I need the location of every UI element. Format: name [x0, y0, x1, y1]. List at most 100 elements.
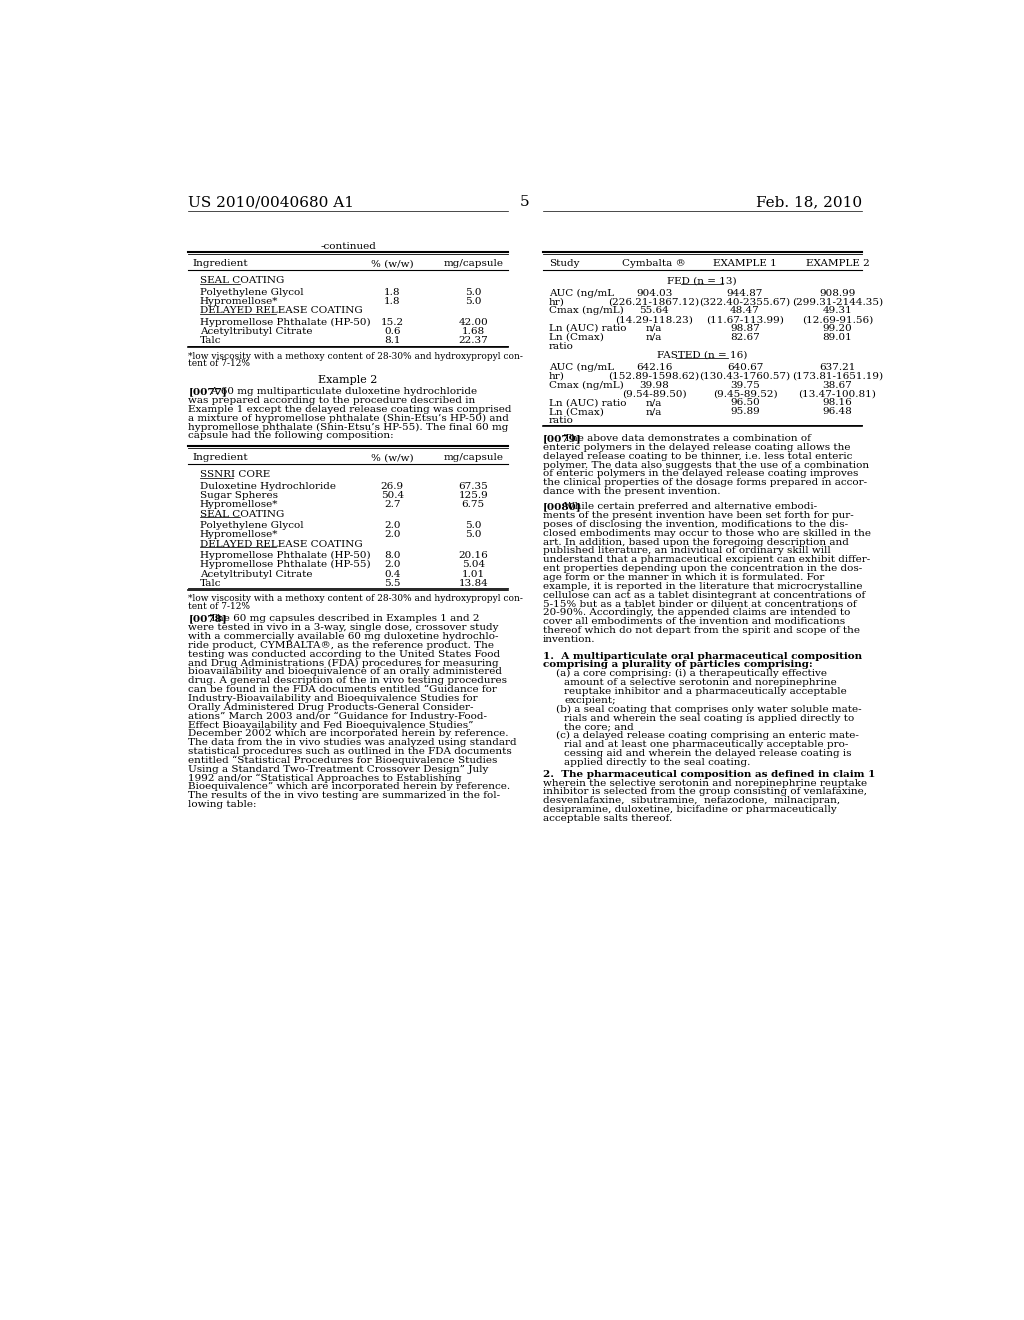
Text: were tested in vivo in a 3-way, single dose, crossover study: were tested in vivo in a 3-way, single d… — [188, 623, 499, 632]
Text: Talc: Talc — [200, 579, 221, 587]
Text: Talc: Talc — [200, 337, 221, 346]
Text: Hypromellose*: Hypromellose* — [200, 297, 279, 306]
Text: [0079]: [0079] — [543, 434, 582, 444]
Text: Sugar Spheres: Sugar Spheres — [200, 491, 278, 500]
Text: (11.67-113.99): (11.67-113.99) — [707, 315, 784, 325]
Text: age form or the manner in which it is formulated. For: age form or the manner in which it is fo… — [543, 573, 824, 582]
Text: with a commercially available 60 mg duloxetine hydrochlo-: with a commercially available 60 mg dulo… — [188, 632, 499, 642]
Text: 5.0: 5.0 — [465, 531, 481, 540]
Text: 39.98: 39.98 — [639, 380, 669, 389]
Text: 50.4: 50.4 — [381, 491, 403, 500]
Text: 95.89: 95.89 — [730, 407, 760, 416]
Text: *low viscosity with a methoxy content of 28-30% and hydroxypropyl con-: *low viscosity with a methoxy content of… — [188, 594, 523, 603]
Text: rial and at least one pharmaceutically acceptable pro-: rial and at least one pharmaceutically a… — [564, 741, 849, 750]
Text: FASTED (n = 16): FASTED (n = 16) — [657, 351, 748, 359]
Text: (9.54-89.50): (9.54-89.50) — [622, 389, 686, 399]
Text: entitled “Statistical Procedures for Bioequivalence Studies: entitled “Statistical Procedures for Bio… — [188, 756, 498, 766]
Text: Feb. 18, 2010: Feb. 18, 2010 — [756, 195, 862, 210]
Text: 98.16: 98.16 — [822, 399, 852, 408]
Text: (b) a seal coating that comprises only water soluble mate-: (b) a seal coating that comprises only w… — [556, 705, 862, 714]
Text: 13.84: 13.84 — [459, 579, 488, 587]
Text: testing was conducted according to the United States Food: testing was conducted according to the U… — [188, 649, 501, 659]
Text: 5.0: 5.0 — [465, 288, 481, 297]
Text: 98.87: 98.87 — [730, 323, 760, 333]
Text: wherein the selective serotonin and norepinephrine reuptake: wherein the selective serotonin and nore… — [543, 779, 866, 788]
Text: drug. A general description of the in vivo testing procedures: drug. A general description of the in vi… — [188, 676, 507, 685]
Text: thereof which do not depart from the spirit and scope of the: thereof which do not depart from the spi… — [543, 626, 859, 635]
Text: was prepared according to the procedure described in: was prepared according to the procedure … — [188, 396, 475, 405]
Text: 0.4: 0.4 — [384, 570, 400, 578]
Text: delayed release coating to be thinner, i.e. less total enteric: delayed release coating to be thinner, i… — [543, 451, 852, 461]
Text: bioavailability and bioequivalence of an orally administered: bioavailability and bioequivalence of an… — [188, 668, 503, 676]
Text: The above data demonstrates a combination of: The above data demonstrates a combinatio… — [564, 434, 811, 444]
Text: FED (n = 13): FED (n = 13) — [668, 276, 737, 285]
Text: Polyethylene Glycol: Polyethylene Glycol — [200, 288, 303, 297]
Text: Orally Administered Drug Products-General Consider-: Orally Administered Drug Products-Genera… — [188, 702, 474, 711]
Text: 38.67: 38.67 — [822, 380, 852, 389]
Text: cellulose can act as a tablet disintegrant at concentrations of: cellulose can act as a tablet disintegra… — [543, 591, 864, 599]
Text: The 60 mg capsules described in Examples 1 and 2: The 60 mg capsules described in Examples… — [210, 614, 479, 623]
Text: n/a: n/a — [646, 323, 663, 333]
Text: ments of the present invention have been set forth for pur-: ments of the present invention have been… — [543, 511, 853, 520]
Text: 5.0: 5.0 — [465, 297, 481, 306]
Text: A 60 mg multiparticulate duloxetine hydrochloride: A 60 mg multiparticulate duloxetine hydr… — [210, 387, 477, 396]
Text: 96.50: 96.50 — [730, 399, 760, 408]
Text: Ln (Cmax): Ln (Cmax) — [549, 333, 603, 342]
Text: % (w/w): % (w/w) — [371, 259, 414, 268]
Text: example, it is reported in the literature that microcrystalline: example, it is reported in the literatur… — [543, 582, 862, 591]
Text: Cmax (ng/mL): Cmax (ng/mL) — [549, 306, 624, 315]
Text: dance with the present invention.: dance with the present invention. — [543, 487, 720, 496]
Text: 1992 and/or “Statistical Approaches to Establishing: 1992 and/or “Statistical Approaches to E… — [188, 774, 462, 783]
Text: The data from the in vivo studies was analyzed using standard: The data from the in vivo studies was an… — [188, 738, 517, 747]
Text: The results of the in vivo testing are summarized in the fol-: The results of the in vivo testing are s… — [188, 792, 501, 800]
Text: the clinical properties of the dosage forms prepared in accor-: the clinical properties of the dosage fo… — [543, 478, 866, 487]
Text: acceptable salts thereof.: acceptable salts thereof. — [543, 814, 672, 824]
Text: -continued: -continued — [321, 242, 376, 251]
Text: reuptake inhibitor and a pharmaceutically acceptable: reuptake inhibitor and a pharmaceuticall… — [564, 686, 847, 696]
Text: 1.68: 1.68 — [462, 327, 484, 337]
Text: (14.29-118.23): (14.29-118.23) — [615, 315, 693, 325]
Text: 26.9: 26.9 — [381, 482, 403, 491]
Text: 1.  A multiparticulate oral pharmaceutical composition: 1. A multiparticulate oral pharmaceutica… — [543, 652, 861, 660]
Text: Ln (AUC) ratio: Ln (AUC) ratio — [549, 399, 626, 408]
Text: Acetyltributyl Citrate: Acetyltributyl Citrate — [200, 570, 312, 578]
Text: 82.67: 82.67 — [730, 333, 760, 342]
Text: ations” March 2003 and/or “Guidance for Industry-Food-: ations” March 2003 and/or “Guidance for … — [188, 711, 487, 721]
Text: published literature, an individual of ordinary skill will: published literature, an individual of o… — [543, 546, 830, 556]
Text: inhibitor is selected from the group consisting of venlafaxine,: inhibitor is selected from the group con… — [543, 788, 866, 796]
Text: December 2002 which are incorporated herein by reference.: December 2002 which are incorporated her… — [188, 730, 509, 738]
Text: 48.47: 48.47 — [730, 306, 760, 315]
Text: 49.31: 49.31 — [822, 306, 852, 315]
Text: 96.48: 96.48 — [822, 407, 852, 416]
Text: rials and wherein the seal coating is applied directly to: rials and wherein the seal coating is ap… — [564, 714, 854, 722]
Text: (13.47-100.81): (13.47-100.81) — [799, 389, 877, 399]
Text: (12.69-91.56): (12.69-91.56) — [802, 315, 873, 325]
Text: Bioequivalence” which are incorporated herein by reference.: Bioequivalence” which are incorporated h… — [188, 783, 510, 792]
Text: (173.81-1651.19): (173.81-1651.19) — [792, 372, 883, 380]
Text: Ingredient: Ingredient — [193, 453, 248, 462]
Text: 89.01: 89.01 — [822, 333, 852, 342]
Text: applied directly to the seal coating.: applied directly to the seal coating. — [564, 758, 751, 767]
Text: [0080]: [0080] — [543, 502, 582, 511]
Text: 637.21: 637.21 — [819, 363, 856, 372]
Text: Ingredient: Ingredient — [193, 259, 248, 268]
Text: Ln (AUC) ratio: Ln (AUC) ratio — [549, 323, 626, 333]
Text: (152.89-1598.62): (152.89-1598.62) — [608, 372, 699, 380]
Text: 2.  The pharmaceutical composition as defined in claim 1: 2. The pharmaceutical composition as def… — [543, 770, 874, 779]
Text: 5-15% but as a tablet binder or diluent at concentrations of: 5-15% but as a tablet binder or diluent … — [543, 599, 856, 609]
Text: US 2010/0040680 A1: US 2010/0040680 A1 — [188, 195, 354, 210]
Text: the core; and: the core; and — [564, 722, 634, 731]
Text: 99.20: 99.20 — [822, 323, 852, 333]
Text: 2.0: 2.0 — [384, 521, 400, 531]
Text: Hypromellose*: Hypromellose* — [200, 500, 279, 510]
Text: SEAL COATING: SEAL COATING — [200, 510, 285, 519]
Text: Duloxetine Hydrochloride: Duloxetine Hydrochloride — [200, 482, 336, 491]
Text: desipramine, duloxetine, bicifadine or pharmaceutically: desipramine, duloxetine, bicifadine or p… — [543, 805, 837, 814]
Text: While certain preferred and alternative embodi-: While certain preferred and alternative … — [564, 502, 817, 511]
Text: 5.5: 5.5 — [384, 579, 400, 587]
Text: 640.67: 640.67 — [727, 363, 763, 372]
Text: lowing table:: lowing table: — [188, 800, 257, 809]
Text: amount of a selective serotonin and norepinephrine: amount of a selective serotonin and nore… — [564, 678, 837, 688]
Text: (c) a delayed release coating comprising an enteric mate-: (c) a delayed release coating comprising… — [556, 731, 859, 741]
Text: (a) a core comprising: (i) a therapeutically effective: (a) a core comprising: (i) a therapeutic… — [556, 669, 827, 678]
